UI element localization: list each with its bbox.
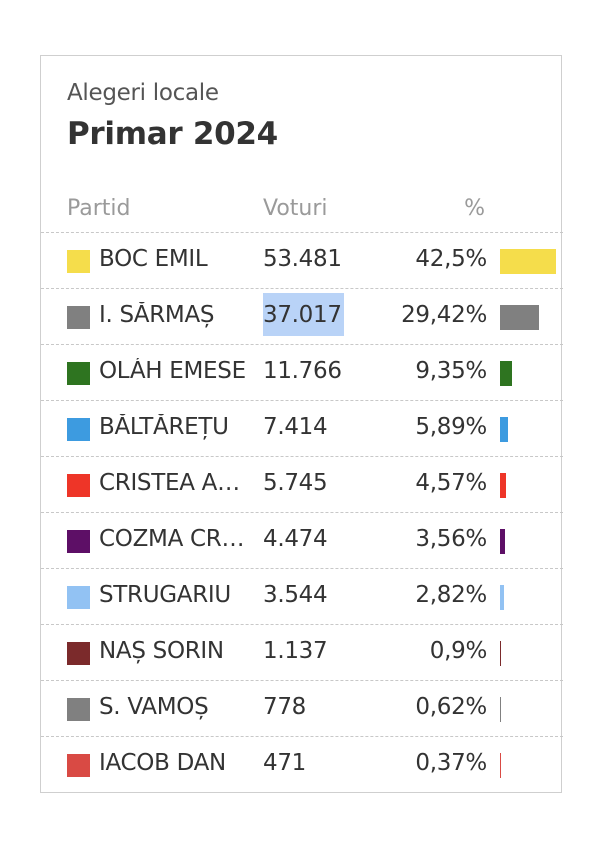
vote-count: 4.474 xyxy=(263,526,328,552)
vote-count: 778 xyxy=(263,694,306,720)
vote-percent: 3,56% xyxy=(415,526,487,552)
party-color-swatch xyxy=(67,754,90,777)
vote-count: 5.745 xyxy=(263,470,328,496)
percent-bar xyxy=(500,697,501,722)
percent-bar xyxy=(500,585,504,610)
vote-percent: 5,89% xyxy=(415,414,487,440)
candidate-name: STRUGARIU xyxy=(99,582,231,608)
percent-bar xyxy=(500,473,506,498)
candidate-name: OLÁH EMESE xyxy=(99,358,246,384)
header-party: Partid xyxy=(67,196,131,221)
widget-subtitle: Alegeri locale xyxy=(67,80,219,106)
table-row[interactable]: S. VAMOȘ 778 0,62% xyxy=(41,680,563,736)
table-row[interactable]: STRUGARIU 3.544 2,82% xyxy=(41,568,563,624)
party-color-swatch xyxy=(67,250,90,273)
party-color-swatch xyxy=(67,698,90,721)
party-color-swatch xyxy=(67,418,90,441)
results-card: Alegeri locale Primar 2024 Partid Voturi… xyxy=(40,55,563,793)
candidate-name: IACOB DAN xyxy=(99,750,226,776)
vote-count: 471 xyxy=(263,750,306,776)
candidate-name: NAȘ SORIN xyxy=(99,638,224,664)
vote-count: 7.414 xyxy=(263,414,328,440)
table-row[interactable]: IACOB DAN 471 0,37% xyxy=(41,736,563,792)
party-color-swatch xyxy=(67,362,90,385)
vote-count: 1.137 xyxy=(263,638,328,664)
candidate-name: BĂLTĂREȚU xyxy=(99,414,229,440)
vote-count: 53.481 xyxy=(263,246,342,272)
candidate-name: BOC EMIL xyxy=(99,246,208,272)
party-color-swatch xyxy=(67,530,90,553)
table-row[interactable]: OLÁH EMESE 11.766 9,35% xyxy=(41,344,563,400)
table-row[interactable]: I. SĂRMAȘ 37.017 29,42% xyxy=(41,288,563,344)
candidate-name: S. VAMOȘ xyxy=(99,694,209,720)
percent-bar xyxy=(500,417,508,442)
percent-bar xyxy=(500,641,501,666)
candidate-name: I. SĂRMAȘ xyxy=(99,302,215,328)
percent-bar xyxy=(500,361,512,386)
vote-count: 37.017 xyxy=(263,293,344,336)
percent-bar xyxy=(500,249,556,274)
table-row[interactable]: NAȘ SORIN 1.137 0,9% xyxy=(41,624,563,680)
table-row[interactable]: BĂLTĂREȚU 7.414 5,89% xyxy=(41,400,563,456)
vote-percent: 42,5% xyxy=(415,246,487,272)
vote-percent: 0,62% xyxy=(415,694,487,720)
table-row[interactable]: COZMA CRISTIAN 4.474 3,56% xyxy=(41,512,563,568)
candidate-name: CRISTEA ANDREI xyxy=(99,470,249,496)
vote-percent: 29,42% xyxy=(401,302,487,328)
vote-percent: 4,57% xyxy=(415,470,487,496)
vote-percent: 9,35% xyxy=(415,358,487,384)
party-color-swatch xyxy=(67,642,90,665)
vote-percent: 0,37% xyxy=(415,750,487,776)
table-row[interactable]: BOC EMIL 53.481 42,5% xyxy=(41,232,563,288)
vote-percent: 0,9% xyxy=(429,638,488,664)
widget-title: Primar 2024 xyxy=(67,116,278,152)
percent-bar xyxy=(500,305,539,330)
header-votes: Voturi xyxy=(263,196,328,221)
party-color-swatch xyxy=(67,306,90,329)
percent-bar xyxy=(500,753,501,778)
table-row[interactable]: CRISTEA ANDREI 5.745 4,57% xyxy=(41,456,563,512)
results-table: BOC EMIL 53.481 42,5% I. SĂRMAȘ 37.017 29,42%… xyxy=(41,232,563,792)
candidate-name: COZMA CRISTIAN xyxy=(99,526,249,552)
vote-count: 3.544 xyxy=(263,582,328,608)
party-color-swatch xyxy=(67,586,90,609)
party-color-swatch xyxy=(67,474,90,497)
header-percent: % xyxy=(464,196,485,221)
vote-percent: 2,82% xyxy=(415,582,487,608)
vote-count: 11.766 xyxy=(263,358,342,384)
percent-bar xyxy=(500,529,505,554)
